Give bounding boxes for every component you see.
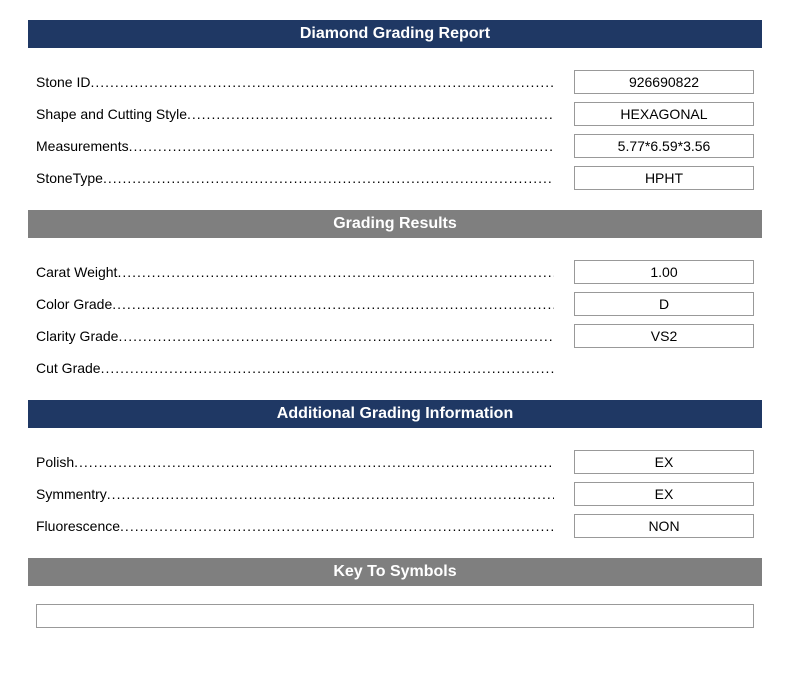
row-color: Color Grade D <box>28 288 762 320</box>
row-measurements: Measurements 5.77*6.59*3.56 <box>28 130 762 162</box>
label-cut: Cut Grade <box>36 360 554 376</box>
row-carat: Carat Weight 1.00 <box>28 256 762 288</box>
row-cut: Cut Grade <box>28 352 762 384</box>
value-color: D <box>574 292 754 316</box>
row-symmetry: Symmentry EX <box>28 478 762 510</box>
row-shape: Shape and Cutting Style HEXAGONAL <box>28 98 762 130</box>
value-measurements: 5.77*6.59*3.56 <box>574 134 754 158</box>
label-polish: Polish <box>36 454 554 470</box>
row-fluorescence: Fluorescence NON <box>28 510 762 542</box>
value-cut-empty <box>574 356 754 380</box>
symbols-box <box>36 604 754 628</box>
value-symmetry: EX <box>574 482 754 506</box>
value-stonetype: HPHT <box>574 166 754 190</box>
label-clarity: Clarity Grade <box>36 328 554 344</box>
value-stone-id: 926690822 <box>574 70 754 94</box>
section-header-report: Diamond Grading Report <box>28 20 762 48</box>
label-measurements: Measurements <box>36 138 554 154</box>
section-additional: Polish EX Symmentry EX Fluorescence NON <box>28 446 762 542</box>
value-clarity: VS2 <box>574 324 754 348</box>
section-header-grading: Grading Results <box>28 210 762 238</box>
section-grading: Carat Weight 1.00 Color Grade D Clarity … <box>28 256 762 384</box>
row-stone-id: Stone ID 926690822 <box>28 66 762 98</box>
row-stonetype: StoneType HPHT <box>28 162 762 194</box>
label-color: Color Grade <box>36 296 554 312</box>
label-stonetype: StoneType <box>36 170 554 186</box>
row-clarity: Clarity Grade VS2 <box>28 320 762 352</box>
value-fluorescence: NON <box>574 514 754 538</box>
section-report: Stone ID 926690822 Shape and Cutting Sty… <box>28 66 762 194</box>
section-header-symbols: Key To Symbols <box>28 558 762 586</box>
section-header-additional: Additional Grading Information <box>28 400 762 428</box>
label-fluorescence: Fluorescence <box>36 518 554 534</box>
label-carat: Carat Weight <box>36 264 554 280</box>
value-polish: EX <box>574 450 754 474</box>
label-shape: Shape and Cutting Style <box>36 106 554 122</box>
row-polish: Polish EX <box>28 446 762 478</box>
value-shape: HEXAGONAL <box>574 102 754 126</box>
label-stone-id: Stone ID <box>36 74 554 90</box>
label-symmetry: Symmentry <box>36 486 554 502</box>
value-carat: 1.00 <box>574 260 754 284</box>
